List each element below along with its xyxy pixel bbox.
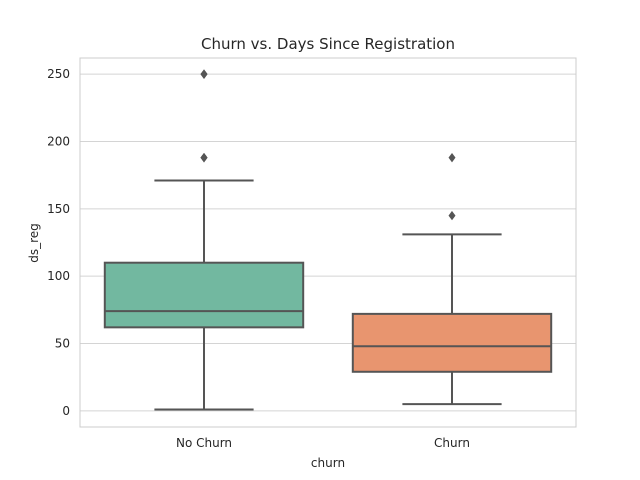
y-tick-label: 150 — [47, 202, 70, 216]
box-iqr — [103, 261, 305, 329]
y-axis-label: ds_reg — [27, 223, 41, 263]
outlier-point — [200, 69, 208, 79]
tick-labels: 0 50 100 150 200 250 No Churn Churn — [47, 67, 470, 450]
box-iqr — [351, 312, 553, 373]
plot-frame — [79, 57, 577, 428]
chart-title: Churn vs. Days Since Registration — [201, 35, 455, 53]
boxes — [103, 69, 553, 411]
outlier-point — [200, 152, 208, 163]
x-axis-label: churn — [311, 456, 345, 470]
outlier-point — [448, 152, 456, 163]
x-tick-label: Churn — [434, 436, 470, 450]
outlier-point — [448, 210, 456, 221]
box-group — [103, 69, 305, 411]
y-tick-label: 250 — [47, 67, 70, 81]
y-tick-label: 50 — [55, 337, 70, 351]
x-tick-label: No Churn — [176, 436, 232, 450]
y-tick-label: 100 — [47, 269, 70, 283]
y-tick-label: 0 — [62, 404, 70, 418]
y-tick-label: 200 — [47, 134, 70, 148]
box-group — [351, 152, 553, 406]
